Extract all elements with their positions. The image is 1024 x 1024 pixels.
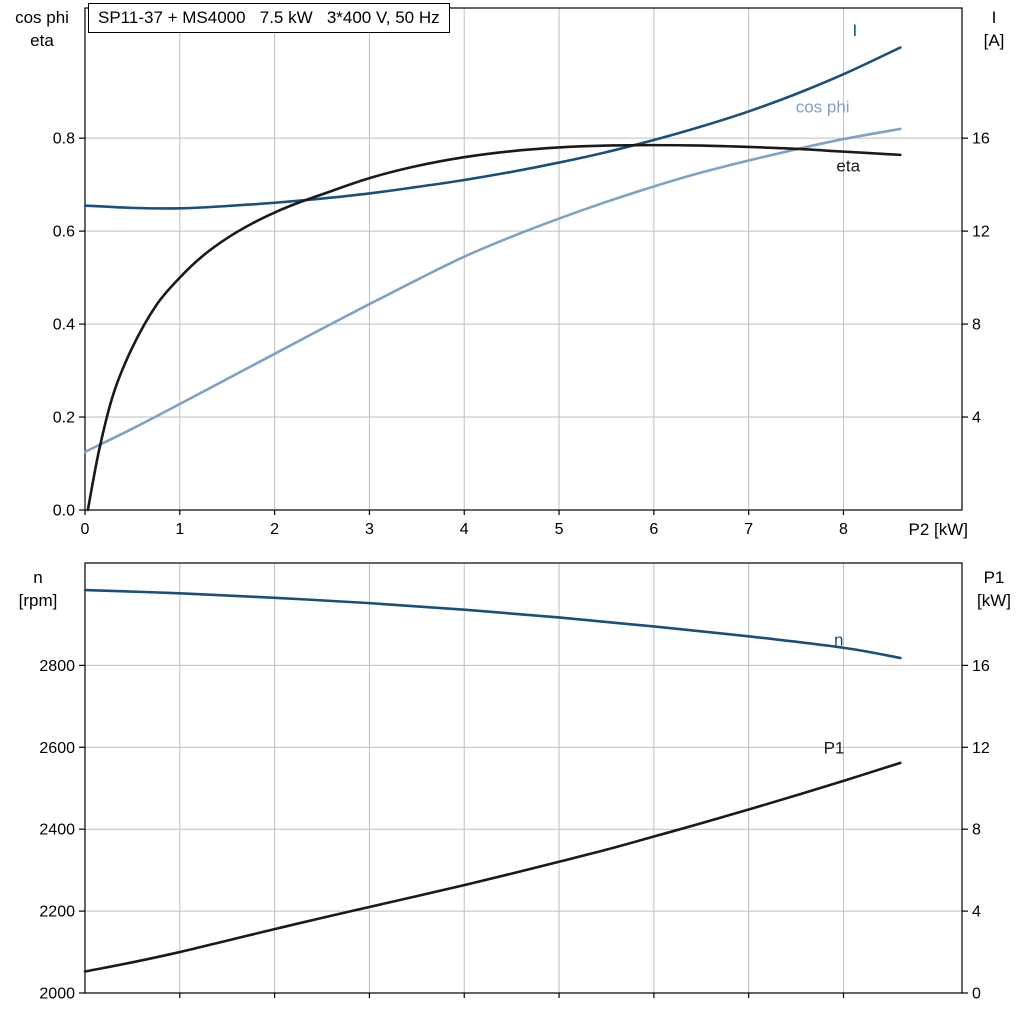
upper-left-axis-caption: cos phi eta xyxy=(0,6,84,52)
series-curve-cos-phi xyxy=(83,127,902,454)
left-tick-label: 0.2 xyxy=(53,410,75,427)
left-tick-label: 2800 xyxy=(39,658,75,675)
x-tick-label: 8 xyxy=(839,521,848,538)
series-label-P1: P1 xyxy=(824,738,845,757)
left-tick-label: 0.0 xyxy=(53,503,75,520)
x-tick-label: 1 xyxy=(175,521,184,538)
lower-right-axis-caption: P1 [kW] xyxy=(966,566,1022,612)
right-tick-label: 4 xyxy=(972,904,981,921)
axis-caption-p1: P1 xyxy=(983,568,1005,587)
x-tick-label: 5 xyxy=(555,521,564,538)
x-tick-label: 2 xyxy=(270,521,279,538)
upper-right-axis-caption: I [A] xyxy=(966,6,1022,52)
series-curve-I xyxy=(83,46,902,210)
lower-left-axis-caption: n [rpm] xyxy=(0,566,76,612)
right-tick-label: 16 xyxy=(972,131,990,148)
right-tick-label: 0 xyxy=(972,986,981,1003)
left-tick-label: 2000 xyxy=(39,986,75,1003)
right-tick-label: 8 xyxy=(972,822,981,839)
right-tick-label: 12 xyxy=(972,224,990,241)
right-tick-label: 8 xyxy=(972,317,981,334)
right-tick-label: 4 xyxy=(972,410,981,427)
series-label-I: I xyxy=(852,21,857,40)
axis-caption-cosphi: cos phi xyxy=(15,8,69,27)
series-curve-P1 xyxy=(83,761,902,973)
axis-caption-speed-unit: [rpm] xyxy=(18,591,58,610)
axis-caption-eta: eta xyxy=(30,31,54,50)
left-tick-label: 0.4 xyxy=(53,317,75,334)
chart-title: SP11-37 + MS4000 7.5 kW 3*400 V, 50 Hz xyxy=(88,3,450,33)
axis-caption-current: I xyxy=(991,8,997,27)
plot-frame xyxy=(84,562,963,994)
series-label-cos-phi: cos phi xyxy=(796,98,850,117)
axis-caption-current-unit: [A] xyxy=(983,31,1005,50)
series-curve-eta xyxy=(86,143,902,512)
series-label-n: n xyxy=(834,631,843,650)
axis-caption-p1-unit: [kW] xyxy=(977,591,1011,610)
left-tick-label: 0.6 xyxy=(53,224,75,241)
left-tick-label: 2200 xyxy=(39,904,75,921)
plot-frame xyxy=(84,7,963,511)
x-tick-label: 3 xyxy=(365,521,374,538)
chart-1: 2000 2200 2400 2600 2800 0 4 8 12 16 n P1 xyxy=(39,562,990,1003)
right-tick-label: 12 xyxy=(972,740,990,757)
x-tick-label: 0 xyxy=(81,521,90,538)
left-tick-label: 2400 xyxy=(39,822,75,839)
x-tick-label: 7 xyxy=(744,521,753,538)
x-axis-label: P2 [kW] xyxy=(908,520,968,539)
x-tick-label: 6 xyxy=(649,521,658,538)
right-tick-label: 16 xyxy=(972,658,990,675)
axis-caption-speed: n xyxy=(33,568,43,587)
x-tick-label: 4 xyxy=(460,521,469,538)
left-tick-label: 0.8 xyxy=(53,131,75,148)
series-label-eta: eta xyxy=(836,157,860,176)
left-tick-label: 2600 xyxy=(39,740,75,757)
series-curve-n xyxy=(83,588,902,660)
